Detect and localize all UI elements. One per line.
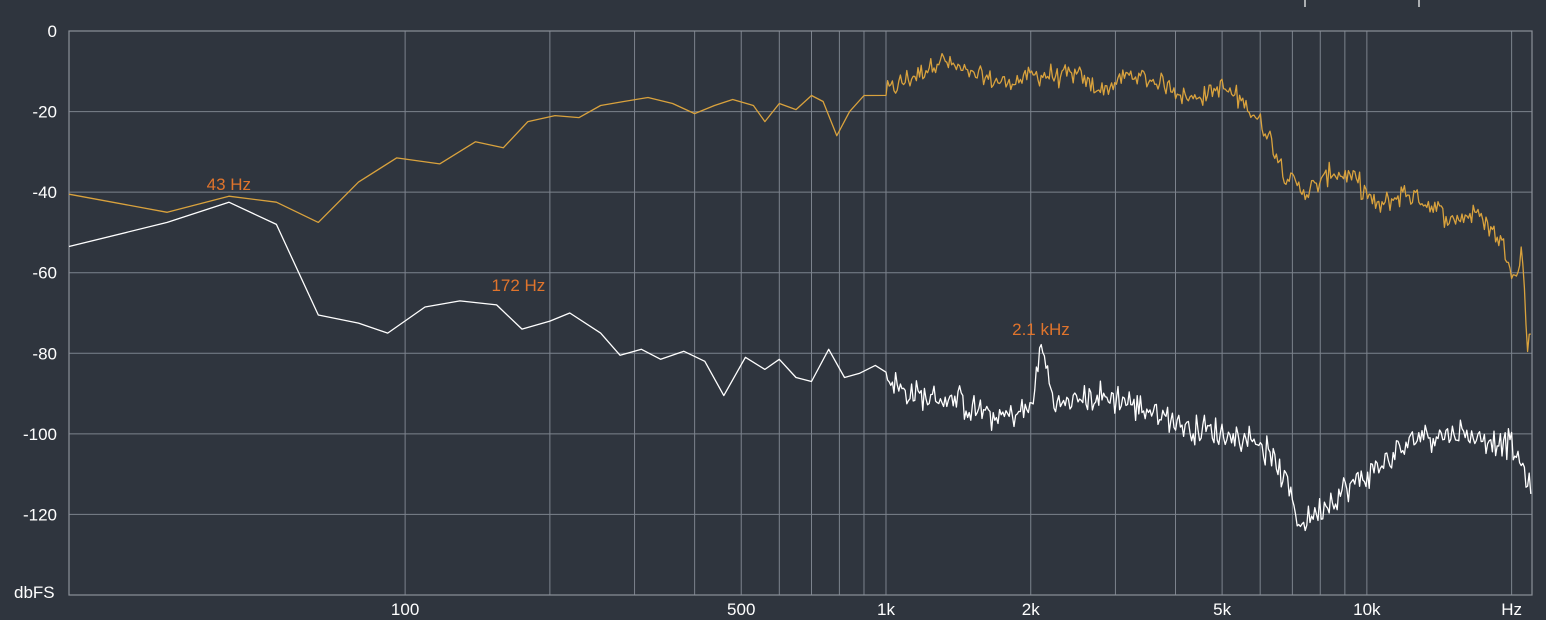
series-line-lower bbox=[68, 201, 1532, 532]
x-tick-label: 10k bbox=[1353, 600, 1381, 619]
y-tick-label: -40 bbox=[32, 183, 57, 202]
y-axis-labels: 0 -20 -40 -60 -80 -100 -120 bbox=[23, 22, 57, 524]
x-tick-label: 2k bbox=[1022, 600, 1040, 619]
peak-annotations: 43 Hz 172 Hz 2.1 kHz bbox=[207, 175, 1070, 339]
y-axis-unit-label: dbFS bbox=[14, 583, 55, 602]
series-line-upper bbox=[68, 52, 1531, 353]
x-tick-label: 5k bbox=[1213, 600, 1231, 619]
x-tick-label: 500 bbox=[727, 600, 755, 619]
x-tick-label: Hz bbox=[1501, 600, 1522, 619]
peak-annotation: 172 Hz bbox=[491, 276, 545, 295]
y-tick-label: -80 bbox=[32, 344, 57, 363]
y-tick-label: -60 bbox=[32, 264, 57, 283]
y-tick-label: -120 bbox=[23, 505, 57, 524]
x-axis-labels: 100 500 1k 2k 5k 10k Hz bbox=[391, 600, 1522, 619]
x-tick-label: 1k bbox=[877, 600, 895, 619]
y-gridlines bbox=[69, 30, 1532, 515]
y-tick-label: 0 bbox=[48, 22, 57, 41]
y-tick-label: -100 bbox=[23, 425, 57, 444]
plot-frame bbox=[68, 30, 1533, 596]
series-group bbox=[68, 52, 1532, 532]
peak-annotation: 2.1 kHz bbox=[1012, 320, 1070, 339]
x-tick-label: 100 bbox=[391, 600, 419, 619]
peak-annotation: 43 Hz bbox=[207, 175, 251, 194]
y-tick-label: -20 bbox=[32, 103, 57, 122]
